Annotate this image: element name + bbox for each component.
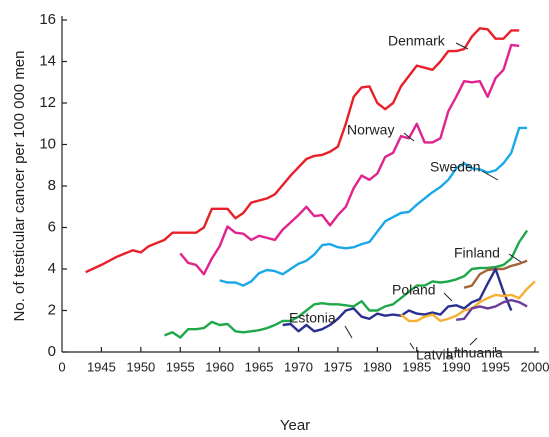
series-line [456, 298, 528, 321]
x-tick-label: 1955 [166, 359, 195, 374]
series-line [282, 267, 513, 333]
x-tick-label: 1975 [323, 359, 352, 374]
y-tick-label: 2 [48, 301, 56, 318]
label-leader [469, 337, 478, 346]
label-leader [443, 292, 453, 302]
series-line [463, 259, 528, 289]
series-line [85, 27, 520, 274]
y-axis-label: No. of testicular cancer per 100 000 men [11, 51, 28, 322]
series-label: Denmark [388, 33, 446, 49]
series-line [219, 126, 528, 287]
x-origin-label: 0 [58, 359, 65, 374]
y-tick-label: 6 [48, 218, 56, 235]
y-tick-label: 14 [39, 52, 56, 69]
y-tick-label: 0 [48, 343, 56, 360]
y-tick-label: 16 [39, 11, 56, 28]
label-leader [455, 42, 469, 50]
label-leader [344, 325, 353, 339]
series-line [164, 229, 529, 339]
x-tick-label: 1995 [481, 359, 510, 374]
series-label: Estonia [289, 310, 336, 326]
series-label: Lithuania [446, 345, 503, 361]
x-tick-label: 1980 [363, 359, 392, 374]
x-tick-label: 1965 [245, 359, 274, 374]
y-tick-label: 12 [39, 94, 56, 111]
label-leader [409, 342, 415, 350]
x-tick-label: 1970 [284, 359, 313, 374]
x-tick-label: 1945 [87, 359, 116, 374]
label-leader [508, 253, 522, 263]
series-label: Sweden [430, 159, 481, 175]
y-tick-label: 4 [48, 260, 56, 277]
series-label: Norway [347, 122, 394, 138]
series-label: Finland [454, 245, 500, 261]
y-tick-label: 8 [48, 177, 56, 194]
y-tick-label: 10 [39, 135, 56, 152]
series-line [400, 280, 536, 323]
series-label: Poland [392, 282, 436, 298]
x-tick-label: 1960 [205, 359, 234, 374]
label-leader [481, 170, 499, 181]
x-tick-label: 1985 [402, 359, 431, 374]
x-tick-label: 1990 [442, 359, 471, 374]
x-tick-label: 2000 [521, 359, 549, 374]
series-line [179, 43, 520, 276]
series-label: Latvia [416, 347, 454, 363]
x-axis-label: Year [280, 417, 310, 434]
x-tick-label: 1950 [126, 359, 155, 374]
label-leader [403, 132, 415, 142]
